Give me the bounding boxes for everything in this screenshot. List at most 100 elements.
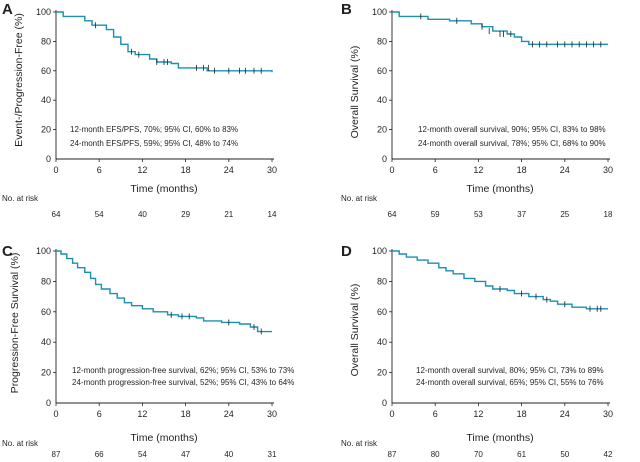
at-risk-value: 50 (560, 450, 569, 459)
panel-letter: D (341, 243, 352, 260)
at-risk-value: 80 (431, 450, 440, 459)
y-tick-label: 0 (46, 398, 51, 408)
at-risk-value: 70 (474, 450, 483, 459)
x-tick-label: 18 (181, 409, 191, 419)
x-tick-label: 30 (267, 165, 277, 175)
y-axis-title: Progression-Free Survival (%) (9, 253, 21, 394)
at-risk-value: 66 (95, 450, 104, 459)
x-tick-label: 0 (53, 409, 58, 419)
annotation-12-month: 12-month progression-free survival, 62%;… (72, 366, 294, 375)
x-tick-label: 18 (181, 165, 191, 175)
at-risk-value: 40 (224, 450, 233, 459)
y-axis-title: Overall Survival (%) (349, 46, 361, 139)
at-risk-value: 18 (604, 210, 613, 219)
at-risk-value: 53 (474, 210, 483, 219)
panel-b: B Overall Survival (%) Time (months) No.… (341, 1, 613, 219)
y-tick-label: 80 (377, 276, 387, 286)
at-risk-value: 47 (181, 450, 190, 459)
annotation-24-month: 24-month overall survival, 78%; 95% CI, … (418, 139, 606, 148)
at-risk-value: 54 (95, 210, 104, 219)
at-risk-value: 54 (138, 450, 147, 459)
risk-table-label: No. at risk (341, 439, 378, 448)
at-risk-value: 42 (604, 450, 613, 459)
annotation-12-month: 12-month EFS/PFS, 70%; 95% CI, 60% to 83… (70, 125, 238, 134)
x-axis-title: Time (months) (130, 432, 197, 444)
x-tick-label: 18 (517, 165, 527, 175)
panel-letter: A (2, 1, 13, 18)
at-risk-value: 64 (388, 210, 397, 219)
y-tick-label: 40 (41, 337, 51, 347)
y-tick-label: 80 (41, 36, 51, 46)
annotation-12-month: 12-month overall survival, 90%; 95% CI, … (418, 125, 606, 134)
x-tick-label: 12 (137, 165, 147, 175)
annotation-24-month: 24-month overall survival, 65%; 95% CI, … (416, 378, 604, 387)
at-risk-value: 29 (181, 210, 190, 219)
y-tick-label: 40 (377, 95, 387, 105)
at-risk-value: 25 (560, 210, 569, 219)
x-axis-title: Time (months) (466, 432, 533, 444)
annotation-12-month: 12-month overall survival, 80%; 95% CI, … (416, 366, 604, 375)
survival-curve (56, 11, 273, 73)
x-tick-label: 0 (389, 409, 394, 419)
x-tick-label: 0 (53, 165, 58, 175)
x-tick-label: 30 (603, 165, 613, 175)
y-tick-label: 100 (372, 246, 387, 256)
x-tick-label: 12 (473, 409, 483, 419)
at-risk-value: 59 (431, 210, 440, 219)
y-tick-label: 0 (46, 154, 51, 164)
y-tick-label: 80 (377, 36, 387, 46)
panel-letter: C (2, 243, 13, 260)
y-tick-label: 20 (41, 125, 51, 135)
x-axis-title: Time (months) (466, 183, 533, 195)
panel-d: D Overall Survival (%) Time (months) No.… (341, 243, 613, 459)
y-tick-label: 60 (377, 307, 387, 317)
x-tick-label: 12 (137, 409, 147, 419)
at-risk-value: 31 (268, 450, 277, 459)
at-risk-value: 14 (268, 210, 277, 219)
annotation-24-month: 24-month EFS/PFS, 59%; 95% CI, 48% to 74… (70, 139, 238, 148)
y-tick-label: 100 (372, 7, 387, 17)
y-tick-label: 20 (41, 368, 51, 378)
survival-curve (392, 11, 608, 45)
at-risk-value: 21 (224, 210, 233, 219)
risk-table-label: No. at risk (341, 194, 378, 203)
y-tick-label: 60 (377, 66, 387, 76)
x-tick-label: 6 (433, 165, 438, 175)
y-tick-label: 80 (41, 276, 51, 286)
at-risk-value: 40 (138, 210, 147, 219)
x-tick-label: 30 (603, 409, 613, 419)
at-risk-value: 87 (52, 450, 61, 459)
y-tick-label: 60 (41, 307, 51, 317)
x-tick-label: 30 (267, 409, 277, 419)
x-tick-label: 24 (560, 165, 570, 175)
x-tick-label: 18 (517, 409, 527, 419)
y-tick-label: 40 (41, 95, 51, 105)
y-tick-label: 0 (382, 398, 387, 408)
x-tick-label: 12 (473, 165, 483, 175)
x-axis-title: Time (months) (130, 183, 197, 195)
annotation-24-month: 24-month progression-free survival, 52%;… (72, 378, 294, 387)
at-risk-value: 37 (517, 210, 526, 219)
y-tick-label: 40 (377, 337, 387, 347)
at-risk-value: 61 (517, 450, 526, 459)
y-tick-label: 100 (36, 246, 51, 256)
x-tick-label: 6 (97, 409, 102, 419)
y-axis-title: Event-/Progression-Free (%) (13, 13, 25, 147)
at-risk-value: 87 (388, 450, 397, 459)
y-tick-label: 20 (377, 125, 387, 135)
y-tick-label: 100 (36, 7, 51, 17)
survival-curve (56, 250, 272, 333)
x-tick-label: 0 (389, 165, 394, 175)
x-tick-label: 24 (224, 409, 234, 419)
x-tick-label: 6 (433, 409, 438, 419)
x-tick-label: 24 (224, 165, 234, 175)
y-tick-label: 60 (41, 66, 51, 76)
risk-table-label: No. at risk (2, 194, 39, 203)
y-tick-label: 0 (382, 154, 387, 164)
panel-a: A Event-/Progression-Free (%) Time (mont… (2, 1, 277, 219)
y-axis-title: Overall Survival (%) (349, 284, 361, 377)
at-risk-value: 64 (52, 210, 61, 219)
panel-letter: B (341, 1, 352, 18)
y-tick-label: 20 (377, 368, 387, 378)
